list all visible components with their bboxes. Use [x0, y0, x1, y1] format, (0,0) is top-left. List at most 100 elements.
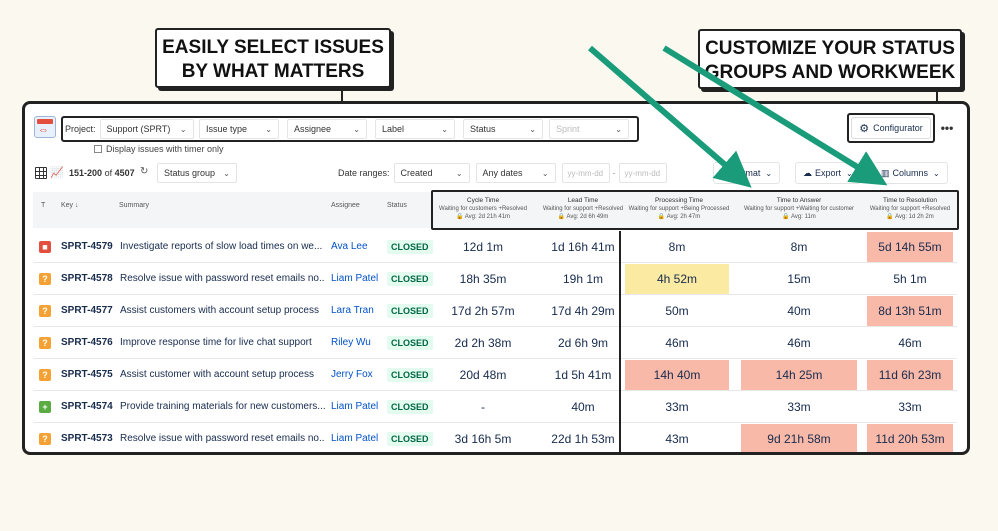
- date-ranges: Date ranges: Created ⌄ Any dates ⌄ yy-mm-d…: [338, 162, 667, 184]
- timer-only-toggle[interactable]: Display issues with timer only: [94, 144, 224, 154]
- assignee-link[interactable]: Liam Patel: [331, 391, 387, 422]
- issue-key-link[interactable]: SPRT-4579: [61, 231, 117, 262]
- assignee-link[interactable]: Liam Patel: [331, 423, 387, 452]
- status-select[interactable]: Status ⌄: [463, 119, 543, 139]
- col-processing-time[interactable]: Processing Time Waiting for support +Bei…: [625, 197, 733, 221]
- issue-key-link[interactable]: SPRT-4575: [61, 359, 117, 390]
- table-row[interactable]: ? SPRT-4577 Assist customers with account …: [33, 295, 957, 327]
- any-dates-select[interactable]: Any dates ⌄: [475, 163, 556, 183]
- col-key[interactable]: Key ↓: [61, 202, 79, 209]
- assignee-link-text[interactable]: Riley Wu: [331, 337, 371, 348]
- metric-value: 17d 2h 57m: [451, 303, 515, 318]
- start-date-input[interactable]: yy-mm-dd: [561, 163, 610, 183]
- issue-key-link[interactable]: SPRT-4577: [61, 295, 117, 326]
- col-time-to-answer[interactable]: Time to Answer Waiting for support +Wait…: [737, 197, 861, 221]
- metric-value: 1d 16h 41m: [551, 239, 615, 254]
- issue-summary-text[interactable]: Assist customer with account setup proce…: [120, 369, 314, 380]
- assignee-select[interactable]: Assignee ⌄: [287, 119, 367, 139]
- metric-value: 2d 6h 9m: [557, 335, 609, 350]
- columns-wrap: ▥ Columns ⌄: [873, 162, 948, 184]
- issue-key-link-text[interactable]: SPRT-4577: [61, 305, 113, 316]
- col-status[interactable]: Status: [387, 202, 407, 209]
- format-label: Format: [731, 168, 761, 178]
- col-cycle-time[interactable]: Cycle Time Waiting for customers +Resolv…: [433, 197, 533, 221]
- issue-type-filter: Issue type ⌄: [199, 118, 279, 140]
- metric-value: 22d 1h 53m: [551, 431, 615, 446]
- metric-title: Cycle Time: [466, 197, 500, 204]
- assignee-link-text[interactable]: Ava Lee: [331, 241, 368, 252]
- configurator-button[interactable]: ⚙ Configurator: [851, 117, 931, 139]
- label-select[interactable]: Label ⌄: [375, 119, 455, 139]
- issue-summary[interactable]: Assist customers with account setup proc…: [120, 295, 325, 326]
- issue-summary[interactable]: Resolve issue with password reset emails…: [120, 423, 325, 452]
- project-select[interactable]: Support (SPRT) ⌄: [99, 119, 194, 139]
- assignee-link[interactable]: Riley Wu: [331, 327, 387, 358]
- issue-summary[interactable]: Resolve issue with password reset emails…: [120, 263, 325, 294]
- end-date-input[interactable]: yy-mm-dd: [618, 163, 667, 183]
- issue-summary[interactable]: Provide training materials for new custo…: [120, 391, 325, 422]
- issue-key-link[interactable]: SPRT-4576: [61, 327, 117, 358]
- chart-view-icon[interactable]: 📈: [50, 167, 64, 179]
- assignee-link-text[interactable]: Liam Patel: [331, 401, 379, 412]
- issue-summary-text[interactable]: Investigate reports of slow load times o…: [120, 241, 323, 252]
- export-button[interactable]: ☁ Export ⌄: [795, 162, 861, 184]
- issue-key-link[interactable]: SPRT-4578: [61, 263, 117, 294]
- assignee-link[interactable]: Ava Lee: [331, 231, 387, 262]
- assignee-link[interactable]: Liam Patel: [331, 263, 387, 294]
- checkbox[interactable]: [94, 145, 102, 153]
- issue-key-link-text[interactable]: SPRT-4575: [61, 369, 113, 380]
- col-lead-time[interactable]: Lead Time Waiting for support +Resolved …: [533, 197, 633, 221]
- status-badge-text: CLOSED: [387, 271, 433, 286]
- question-icon: ?: [39, 304, 51, 317]
- refresh-icon[interactable]: ↻: [140, 166, 149, 177]
- table-row[interactable]: ? SPRT-4575 Assist customer with account s…: [33, 359, 957, 391]
- assignee-link[interactable]: Lara Tran: [331, 295, 387, 326]
- issue-key-link-text[interactable]: SPRT-4578: [61, 273, 113, 284]
- metric-value: 33m: [665, 399, 689, 414]
- any-dates-value: Any dates: [482, 168, 523, 178]
- issue-summary-text[interactable]: Resolve issue with password reset emails…: [120, 433, 325, 444]
- issue-key-link[interactable]: SPRT-4573: [61, 423, 117, 452]
- sprint-select[interactable]: Sprint ⌄: [549, 119, 629, 139]
- date-field-select[interactable]: Created ⌄: [393, 163, 470, 183]
- status-group-select[interactable]: Status group ⌄: [157, 163, 237, 183]
- status-filter: Status ⌄: [463, 118, 543, 140]
- format-button[interactable]: ◉ Format ⌄: [713, 162, 781, 184]
- assignee-link[interactable]: Jerry Fox: [331, 359, 387, 390]
- chevron-down-icon: ⌄: [846, 168, 853, 178]
- issue-summary-text[interactable]: Assist customers with account setup proc…: [120, 305, 319, 316]
- metric-sub: Waiting for customers +Resolved: [439, 206, 527, 212]
- issue-summary[interactable]: Assist customer with account setup proce…: [120, 359, 325, 390]
- issue-key-link-text[interactable]: SPRT-4576: [61, 337, 113, 348]
- assignee-link-text[interactable]: Jerry Fox: [331, 369, 373, 380]
- issue-key-link-text[interactable]: SPRT-4573: [61, 433, 113, 444]
- issue-key-link[interactable]: SPRT-4574: [61, 391, 117, 422]
- table-row[interactable]: ? SPRT-4573 Resolve issue with password re…: [33, 423, 957, 452]
- assignee-link-text[interactable]: Lara Tran: [331, 305, 374, 316]
- table-row[interactable]: ? SPRT-4578 Resolve issue with password re…: [33, 263, 957, 295]
- more-options-button[interactable]: •••: [940, 121, 954, 135]
- issue-summary[interactable]: Improve response time for live chat supp…: [120, 327, 325, 358]
- assignee-link-text[interactable]: Liam Patel: [331, 433, 379, 444]
- col-summary[interactable]: Summary: [119, 202, 149, 209]
- table-row[interactable]: ■ SPRT-4579 Investigate reports of slow lo…: [33, 231, 957, 263]
- issue-summary-text[interactable]: Provide training materials for new custo…: [120, 401, 325, 412]
- issue-summary[interactable]: Investigate reports of slow load times o…: [120, 231, 325, 262]
- assignee-link-text[interactable]: Liam Patel: [331, 273, 379, 284]
- label-value: Label: [382, 124, 405, 134]
- col-time-to-resolution[interactable]: Time to Resolution Waiting for support +…: [861, 197, 959, 221]
- table-row[interactable]: + SPRT-4574 Provide training materials for…: [33, 391, 957, 423]
- issue-key-link-text[interactable]: SPRT-4579: [61, 241, 113, 252]
- chevron-down-icon: ⌄: [765, 168, 773, 178]
- issue-type-select[interactable]: Issue type ⌄: [199, 119, 279, 139]
- col-type[interactable]: T: [41, 202, 46, 209]
- table-row[interactable]: ? SPRT-4576 Improve response time for live…: [33, 327, 957, 359]
- timer-only-label: Display issues with timer only: [106, 144, 224, 154]
- issue-summary-text[interactable]: Improve response time for live chat supp…: [120, 337, 312, 348]
- grid-view-icon[interactable]: [35, 167, 47, 179]
- col-assignee[interactable]: Assignee: [331, 202, 360, 209]
- columns-button[interactable]: ▥ Columns ⌄: [873, 162, 948, 184]
- issue-key-link-text[interactable]: SPRT-4574: [61, 401, 113, 412]
- question-icon: ?: [39, 272, 51, 285]
- issue-summary-text[interactable]: Resolve issue with password reset emails…: [120, 273, 325, 284]
